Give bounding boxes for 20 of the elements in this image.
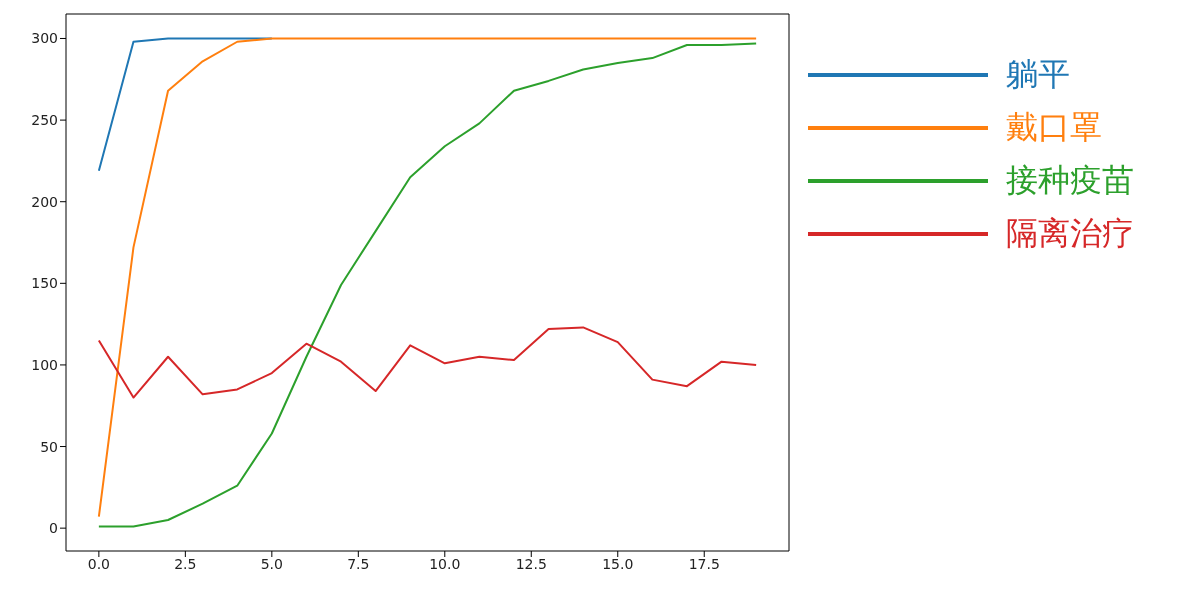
x-tick-label: 0.0 bbox=[87, 555, 110, 572]
y-tick-label: 300 bbox=[31, 30, 58, 47]
y-tick-label: 250 bbox=[31, 112, 58, 129]
y-tick-label: 100 bbox=[31, 356, 58, 373]
x-tick-label: 2.5 bbox=[174, 555, 197, 572]
y-tick-label: 0 bbox=[49, 520, 58, 537]
y-tick-label: 200 bbox=[31, 193, 58, 210]
x-tick-label: 12.5 bbox=[515, 555, 547, 572]
x-tick-label: 15.0 bbox=[602, 555, 634, 572]
text: 戴口罩 bbox=[1006, 106, 1102, 148]
text: 接种疫苗 bbox=[1006, 159, 1134, 201]
x-tick-label: 10.0 bbox=[429, 555, 461, 572]
x-tick-label: 5.0 bbox=[260, 555, 283, 572]
x-tick-label: 7.5 bbox=[347, 555, 370, 572]
y-tick-label: 150 bbox=[31, 275, 58, 292]
text: 躺平 bbox=[1006, 53, 1070, 95]
line-series bbox=[97, 326, 758, 399]
y-tick-label: 50 bbox=[40, 438, 58, 455]
x-tick-label: 17.5 bbox=[688, 555, 720, 572]
text: 隔离治疗 bbox=[1006, 212, 1134, 254]
